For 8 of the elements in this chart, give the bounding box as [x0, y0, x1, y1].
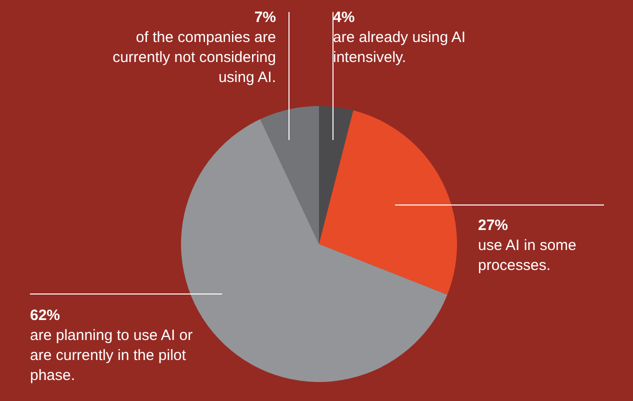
- slice-label: are already using AI intensively.: [333, 28, 467, 68]
- slice-label: are planning to use AI or are currently in the pilot phase.: [30, 326, 194, 386]
- data-label: 62%: [30, 306, 62, 326]
- data-label: 27%: [478, 216, 510, 236]
- slice-label: use AI in some processes.: [478, 236, 578, 276]
- data-label: 4%: [333, 8, 356, 28]
- data-label: 7%: [253, 8, 276, 28]
- slice-label: of the companies are currently not considering using AI.: [112, 28, 276, 88]
